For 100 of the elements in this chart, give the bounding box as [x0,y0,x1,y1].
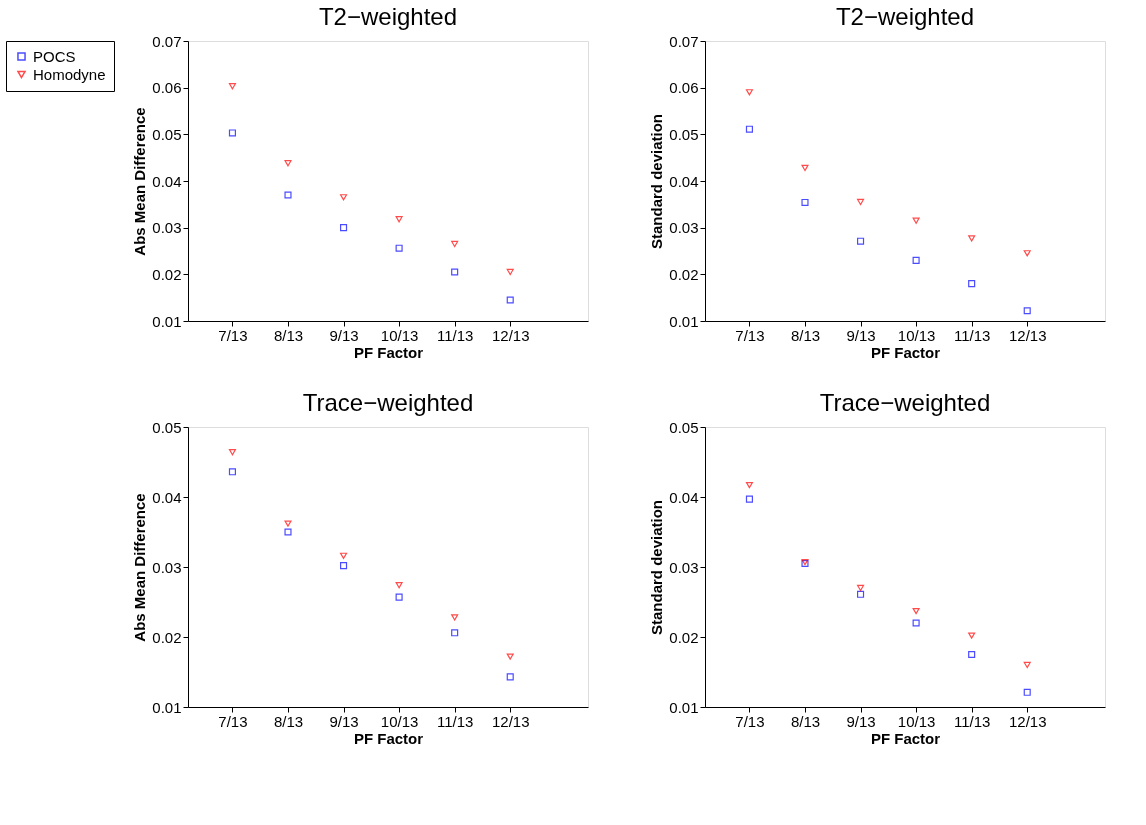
x-tick-label: 12/13 [491,712,530,730]
y-tick-label: 0.02 [669,628,699,646]
x-tick-label: 11/13 [953,326,991,344]
point [745,495,753,503]
y-tick-label: 0.03 [152,219,182,237]
point [1023,688,1031,696]
x-tick-label: 9/13 [846,326,876,344]
legend-label: POCS [33,47,76,65]
point [857,584,865,592]
y-tick-label: 0.03 [152,558,182,576]
chart-title: T2−weighted [835,3,975,30]
x-tick-label: 7/13 [735,712,765,730]
y-tick-label: 0.06 [669,79,699,97]
point [284,528,292,536]
y-tick-label: 0.02 [669,265,699,283]
x-tick-label: 8/13 [273,712,304,730]
y-tick-label: 0.04 [152,488,182,506]
x-tick-label: 9/13 [846,712,876,730]
y-axis-title: Abs Mean Difference [131,493,149,642]
point [284,520,292,527]
point [506,296,514,304]
point [857,198,865,206]
y-tick-label: 0.04 [669,172,699,190]
legend-label: Homodyne [33,65,106,83]
point [1023,250,1031,257]
x-tick-label: 12/13 [491,326,530,344]
y-tick-label: 0.06 [152,79,182,97]
x-tick-label: 11/13 [953,712,991,730]
x-tick-label: 7/13 [218,712,248,730]
y-axis-title: Abs Mean Difference [131,107,149,256]
point [228,449,236,456]
point [284,160,292,167]
point [451,629,459,637]
y-tick-label: 0.01 [669,698,699,716]
y-tick-label: 0.05 [152,125,182,143]
x-tick-label: 7/13 [218,326,248,344]
y-tick-label: 0.04 [669,488,699,506]
x-tick-label: 10/13 [897,326,936,344]
point [395,593,403,601]
point [912,217,920,224]
x-tick-label: 9/13 [329,326,359,344]
x-axis-title: PF Factor [870,729,941,747]
point [340,552,348,559]
y-tick-label: 0.03 [669,558,699,576]
y-tick-label: 0.05 [669,125,699,143]
chart-title: Trace−weighted [302,389,474,416]
point [395,244,403,252]
point [968,650,976,659]
x-axis-title: PF Factor [353,729,424,747]
point [506,268,514,276]
point [968,632,976,639]
point [228,83,236,90]
y-tick-label: 0.04 [152,172,182,190]
y-tick-label: 0.05 [669,418,699,436]
point [801,198,809,207]
y-tick-label: 0.07 [152,32,182,50]
point [395,216,403,223]
point [506,673,514,681]
y-tick-label: 0.07 [669,32,699,50]
y-tick-label: 0.02 [152,265,182,283]
point [451,240,459,248]
y-tick-label: 0.01 [152,698,182,716]
point [801,164,809,172]
chart-title: T2−weighted [318,3,458,30]
y-tick-label: 0.03 [669,219,699,237]
point [228,468,236,476]
point [968,280,976,288]
point [451,614,459,621]
point [912,619,920,627]
x-tick-label: 10/13 [897,712,936,730]
y-tick-label: 0.05 [152,418,182,436]
point [857,237,865,245]
x-tick-label: 10/13 [380,712,419,730]
point [284,191,292,199]
point [1023,661,1031,669]
point [340,224,348,232]
y-axis-title: Standard deviation [648,499,666,636]
x-axis-title: PF Factor [353,343,424,361]
point [1023,307,1031,315]
x-tick-label: 8/13 [790,712,821,730]
point [340,194,348,201]
x-tick-label: 11/13 [436,712,474,730]
point [395,582,403,589]
x-tick-label: 10/13 [380,326,419,344]
point [912,256,920,264]
x-tick-label: 7/13 [735,326,765,344]
x-tick-label: 8/13 [790,326,821,344]
point [912,607,920,615]
x-tick-label: 9/13 [329,712,359,730]
x-tick-label: 11/13 [436,326,474,344]
point [857,590,865,598]
x-tick-label: 12/13 [1008,712,1047,730]
point [745,481,753,489]
point [745,125,753,133]
x-axis-title: PF Factor [870,343,941,361]
y-tick-label: 0.01 [152,312,182,330]
y-tick-label: 0.01 [669,312,699,330]
point [506,653,514,660]
x-tick-label: 8/13 [273,326,304,344]
y-axis-title: Standard deviation [648,113,666,250]
